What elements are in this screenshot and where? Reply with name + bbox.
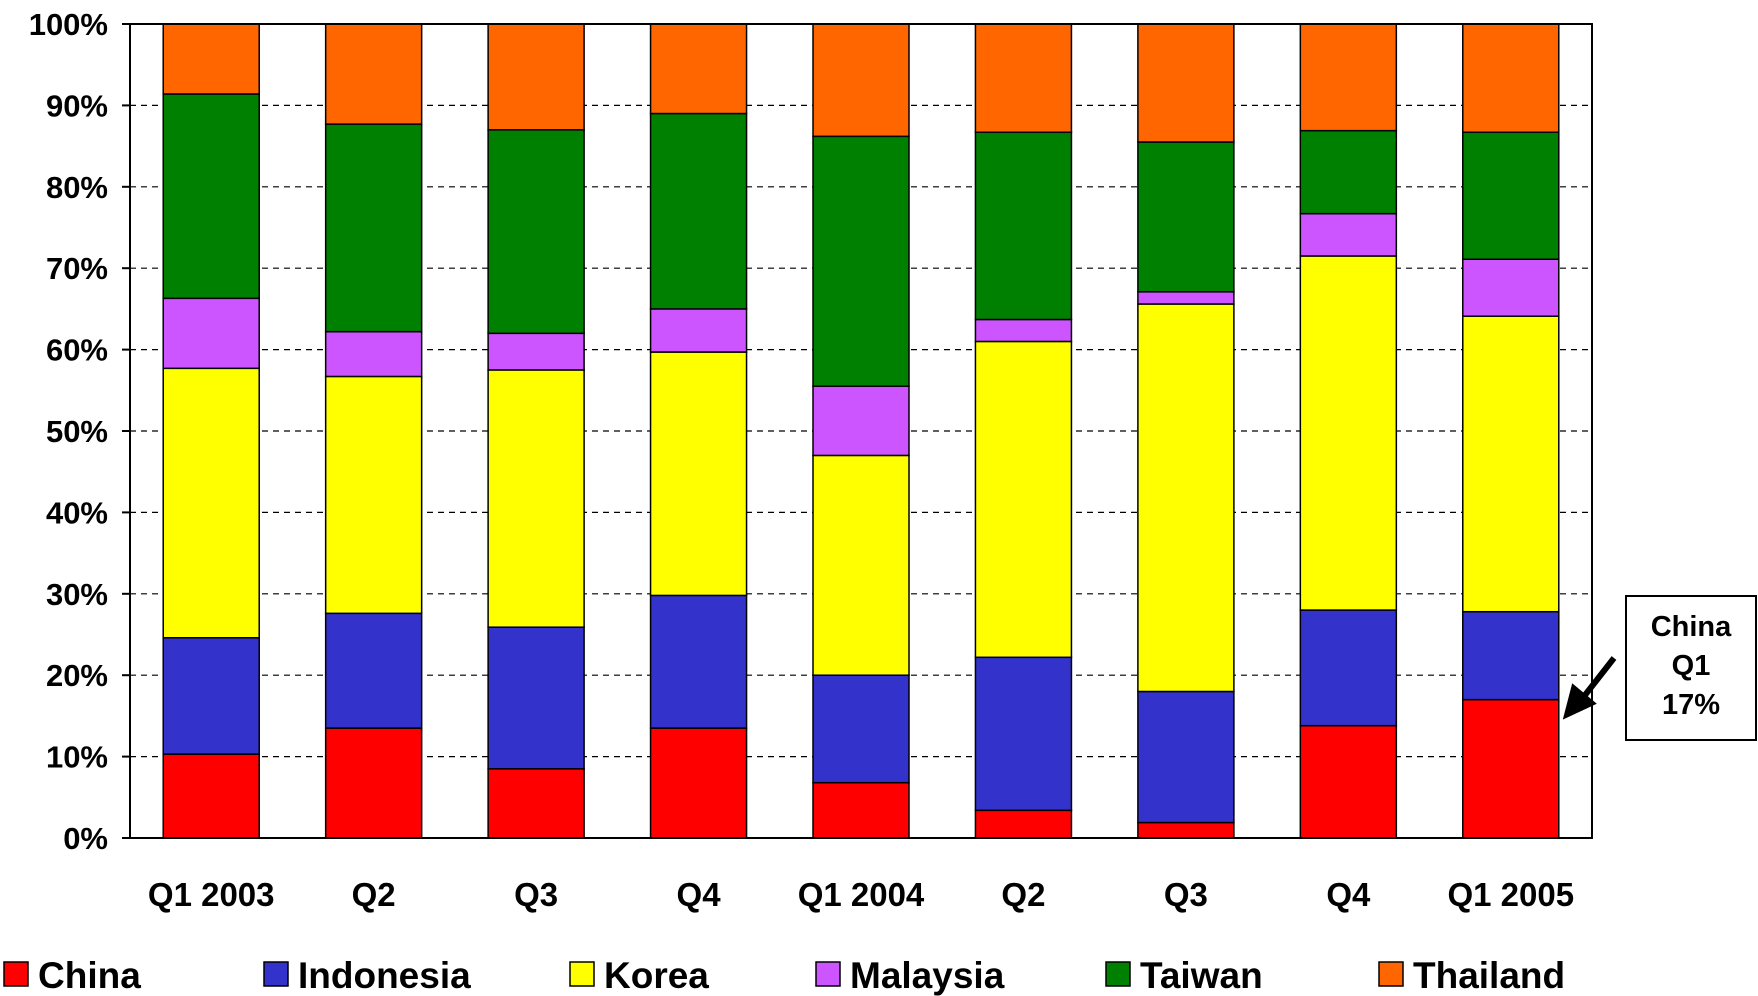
bar-segment xyxy=(1462,610,1560,701)
bar-segment xyxy=(324,727,423,839)
bar-segment xyxy=(649,112,748,310)
bar-segment xyxy=(1299,255,1398,611)
y-tick-label: 0% xyxy=(63,821,108,856)
legend-swatch xyxy=(569,961,595,987)
bar-segment xyxy=(324,123,423,333)
bar-segment xyxy=(162,23,260,95)
bar-segment xyxy=(1462,258,1560,317)
y-tick-label: 10% xyxy=(46,740,108,775)
bar-segment xyxy=(1462,23,1560,134)
bar-segment xyxy=(812,385,910,457)
legend-label: Taiwan xyxy=(1140,955,1263,996)
bar-segment xyxy=(974,809,1073,839)
x-category-label: Q1 2005 xyxy=(1447,876,1574,913)
bar-segment xyxy=(974,131,1073,321)
bar-segment xyxy=(487,626,585,770)
bar-segment xyxy=(487,129,585,335)
bar-segment xyxy=(324,330,423,378)
bar-segment xyxy=(974,318,1073,343)
y-tick-label: 40% xyxy=(46,495,108,530)
china-callout: China Q1 17% xyxy=(1562,595,1757,741)
bar-segment xyxy=(649,351,748,597)
legend-label: China xyxy=(38,955,141,996)
bar-segment xyxy=(1137,141,1235,293)
callout-text: Q1 xyxy=(1672,650,1711,682)
bar-segment xyxy=(649,308,748,353)
y-tick-label: 50% xyxy=(46,414,108,449)
bar-segment xyxy=(487,768,585,839)
bar-segment xyxy=(162,637,260,755)
legend-label: Thailand xyxy=(1413,955,1565,996)
legend: China Indonesia Korea Malaysia Taiwan Thailan… xyxy=(3,955,1565,996)
bar-segment xyxy=(974,656,1073,812)
bar-segment xyxy=(324,375,423,615)
bar-segment xyxy=(487,23,585,131)
y-tick-label: 100% xyxy=(29,7,108,42)
bar-segment xyxy=(1299,724,1398,839)
bar-segment xyxy=(1137,690,1235,824)
callout-text: China xyxy=(1651,611,1732,643)
x-category-label: Q4 xyxy=(1326,876,1371,913)
legend-swatch xyxy=(1378,961,1404,987)
bar-segment xyxy=(812,135,910,387)
bar-segment xyxy=(1137,23,1235,143)
legend-swatch xyxy=(815,961,841,987)
x-category-label: Q2 xyxy=(352,876,396,913)
legend-swatch xyxy=(1105,961,1131,987)
x-category-label: Q1 2003 xyxy=(148,876,275,913)
x-category-label: Q3 xyxy=(1164,876,1208,913)
bar-segment xyxy=(649,727,748,839)
y-tick-label: 90% xyxy=(46,88,108,123)
bar-segment xyxy=(1299,23,1398,132)
bar-segment xyxy=(974,23,1073,134)
bar-segment xyxy=(1462,698,1560,839)
x-category-label: Q3 xyxy=(514,876,558,913)
bar-segment xyxy=(162,367,260,639)
callout-arrow-head xyxy=(1562,683,1597,720)
callout-text: 17% xyxy=(1662,689,1720,721)
bar-segment xyxy=(812,23,910,138)
legend-swatch xyxy=(263,961,289,987)
bar-segment xyxy=(649,23,748,115)
y-tick-label: 20% xyxy=(46,658,108,693)
legend-label: Indonesia xyxy=(298,955,471,996)
legend-label: Malaysia xyxy=(850,955,1005,996)
bar-segment xyxy=(1462,315,1560,613)
bar-segment xyxy=(324,612,423,729)
bar-segment xyxy=(1299,129,1398,215)
bar-segment xyxy=(162,753,260,839)
x-category-label: Q2 xyxy=(1001,876,1045,913)
bar-segment xyxy=(1299,212,1398,257)
bar-segment xyxy=(162,93,260,300)
x-category-label: Q4 xyxy=(677,876,722,913)
callout-box xyxy=(1625,595,1757,741)
bar-segment xyxy=(1137,291,1235,305)
y-tick-label: 30% xyxy=(46,577,108,612)
bar-segment xyxy=(812,454,910,676)
legend-swatch xyxy=(3,961,29,987)
bar-segment xyxy=(487,369,585,628)
bars xyxy=(162,23,1560,839)
bar-segment xyxy=(649,594,748,729)
x-axis-labels: Q1 2003 Q2 Q3 Q4 Q1 2004 Q2 Q3 Q4 Q1 2005 xyxy=(148,876,1574,913)
y-axis-ticks: 0% 10% 20% 30% 40% 50% 60% 70% 80% 90% 100% xyxy=(29,7,130,856)
bar-segment xyxy=(812,781,910,839)
bar-segment xyxy=(1137,821,1235,839)
x-category-label: Q1 2004 xyxy=(798,876,925,913)
bar-segment xyxy=(324,23,423,125)
legend-label: Korea xyxy=(604,955,709,996)
bar-segment xyxy=(162,297,260,370)
bar-segment xyxy=(1462,131,1560,260)
y-tick-label: 60% xyxy=(46,333,108,368)
bar-segment xyxy=(487,332,585,371)
bar-segment xyxy=(812,674,910,784)
bar-segment xyxy=(1137,303,1235,693)
bar-segment xyxy=(1299,609,1398,727)
y-tick-label: 70% xyxy=(46,251,108,286)
y-tick-label: 80% xyxy=(46,170,108,205)
bar-segment xyxy=(974,340,1073,659)
